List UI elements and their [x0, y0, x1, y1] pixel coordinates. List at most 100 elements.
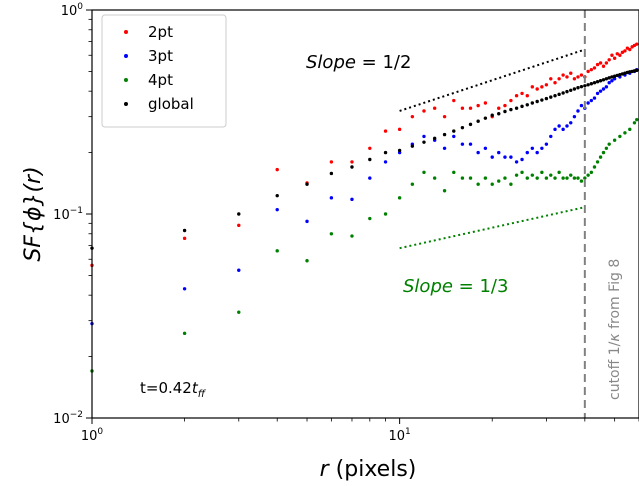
point-global [490, 113, 494, 117]
point-global [503, 109, 507, 114]
legend-marker-global [124, 102, 128, 106]
point-global [561, 91, 565, 95]
point-4pt [468, 176, 473, 180]
point-2pt [422, 109, 426, 113]
point-4pt [583, 176, 587, 180]
point-2pt [565, 75, 569, 79]
point-4pt [535, 176, 539, 180]
point-3pt [422, 134, 426, 139]
point-4pt [572, 176, 577, 180]
point-2pt [549, 77, 553, 81]
point-2pt [569, 71, 573, 75]
point-4pt [237, 310, 241, 314]
point-4pt [544, 176, 549, 180]
legend: 2pt 3pt 4pt global [101, 14, 227, 128]
legend-marker-2pt [124, 30, 128, 34]
point-global [383, 150, 388, 155]
point-4pt [329, 232, 334, 236]
point-4pt [483, 176, 488, 180]
point-4pt [514, 173, 519, 177]
point-global [422, 140, 426, 144]
point-3pt [182, 287, 187, 291]
point-2pt [476, 103, 480, 108]
point-2pt [530, 85, 535, 89]
point-2pt [329, 160, 334, 164]
point-4pt [503, 176, 507, 180]
legend-label-4pt: 4pt [148, 71, 173, 89]
point-3pt [579, 103, 584, 108]
point-4pt [383, 212, 388, 216]
axis-ticks: 100 101 10−2 10−1 100 [53, 2, 639, 444]
point-2pt [620, 50, 625, 55]
legend-marker-4pt [124, 78, 128, 82]
x-axis-label: r (pixels) [320, 457, 417, 482]
point-4pt [490, 182, 494, 186]
point-global [305, 182, 309, 186]
point-2pt [468, 106, 473, 110]
point-3pt [612, 77, 617, 81]
point-global [557, 92, 561, 97]
point-3pt [275, 207, 279, 212]
point-2pt [598, 61, 603, 65]
point-4pt [305, 259, 309, 263]
point-4pt [592, 165, 597, 169]
point-global [452, 129, 456, 133]
point-3pt [503, 155, 507, 159]
point-4pt [618, 134, 622, 139]
point-4pt [275, 249, 279, 253]
x-tick-label: 101 [388, 427, 410, 444]
point-4pt [628, 127, 632, 132]
y-tick-label: 10−1 [53, 206, 83, 223]
point-global [535, 99, 539, 104]
point-global [544, 96, 549, 101]
legend-label-3pt: 3pt [148, 47, 173, 65]
point-3pt [329, 196, 334, 200]
point-3pt [442, 146, 447, 150]
point-3pt [607, 81, 611, 85]
point-2pt [586, 69, 590, 74]
point-global [615, 73, 619, 78]
point-2pt [623, 49, 627, 53]
point-2pt [397, 127, 402, 132]
point-2pt [589, 67, 594, 72]
point-2pt [579, 73, 584, 77]
point-3pt [383, 160, 388, 164]
point-global [540, 98, 544, 102]
point-2pt [275, 167, 279, 172]
point-3pt [514, 160, 519, 164]
slope-third-annotation: Slope = 1/3 [403, 276, 508, 297]
point-2pt [540, 85, 544, 89]
point-3pt [497, 150, 501, 155]
point-4pt [410, 182, 415, 186]
slope-1-3-line [399, 206, 586, 250]
x-tick-label: 100 [81, 427, 104, 444]
point-4pt [623, 131, 627, 135]
point-2pt [514, 94, 519, 98]
point-2pt [503, 103, 507, 108]
point-global [569, 88, 573, 92]
point-2pt [368, 146, 372, 150]
point-global [598, 79, 603, 83]
point-4pt [182, 331, 187, 336]
point-4pt [557, 170, 561, 175]
point-3pt [520, 157, 524, 162]
point-4pt [553, 176, 557, 180]
point-3pt [586, 101, 590, 105]
point-2pt [601, 64, 606, 68]
point-global [589, 82, 594, 86]
point-2pt [525, 94, 529, 98]
point-2pt [557, 77, 561, 81]
point-3pt [610, 79, 614, 83]
reference-lines [399, 48, 586, 250]
point-3pt [525, 150, 529, 155]
point-4pt [397, 196, 402, 200]
point-2pt [383, 129, 388, 133]
point-3pt [592, 96, 597, 100]
point-4pt [589, 170, 594, 175]
point-3pt [237, 268, 241, 272]
point-2pt [635, 42, 639, 46]
point-global [607, 76, 611, 80]
point-global [483, 116, 488, 120]
point-global [565, 89, 569, 94]
point-2pt [628, 47, 632, 52]
